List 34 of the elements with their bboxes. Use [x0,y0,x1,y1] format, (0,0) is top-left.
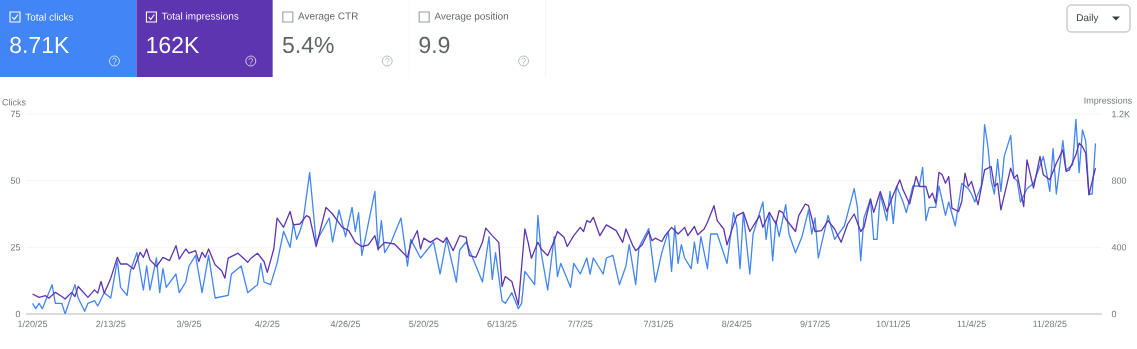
text: Average CTR [298,12,358,22]
y2-tick-label: 1.2K [1112,110,1130,118]
y2-axis-title: Impressions [1084,97,1132,106]
y2-tick-label: 800 [1111,177,1127,184]
text: Total impressions [161,12,239,22]
x-tick-label: 11/28/25 [1033,320,1067,328]
text: Total clicks [25,13,74,21]
x-tick-label: 10/11/25 [876,320,911,328]
x-tick-label: 2/13/25 [96,320,126,328]
y2-tick-label: 400 [1111,244,1127,251]
x-tick-label: 9/17/25 [800,320,830,328]
text: 8.71K [10,36,70,54]
y-axis-title: Clicks [2,98,26,106]
y-tick-label: 0 [15,310,21,318]
x-tick-label: 5/20/25 [409,320,439,328]
x-tick-label: 1/20/25 [18,320,48,328]
text: 5.4% [282,36,334,54]
line-series [31,142,1097,306]
x-tick-label: 4/26/25 [330,320,361,328]
y-tick-label: 25 [10,244,21,251]
text: 162K [147,36,200,54]
text: Daily [1077,13,1099,24]
y2-tick-label: 0 [1111,310,1117,318]
x-tick-label: 4/2/25 [254,320,280,328]
x-tick-label: 3/9/25 [176,320,202,328]
x-tick-label: 6/13/25 [487,320,517,328]
y-tick-label: 50 [10,177,21,184]
x-tick-label: 11/4/25 [957,320,986,328]
text: Average position [434,12,509,22]
text: 9.9 [419,36,450,54]
y-tick-label: 75 [10,110,21,118]
x-tick-label: 8/24/25 [722,320,752,328]
x-tick-label: 7/31/25 [643,320,674,328]
x-tick-label: 7/7/25 [568,320,593,328]
